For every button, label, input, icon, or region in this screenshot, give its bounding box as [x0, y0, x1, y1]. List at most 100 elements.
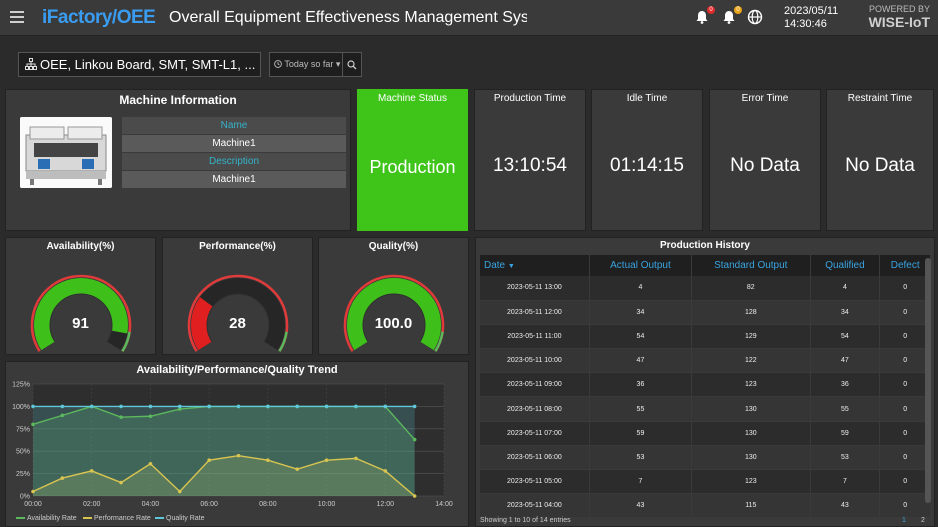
data-point[interactable]: [236, 404, 241, 409]
error-time-card: Error Time No Data: [709, 89, 821, 231]
data-point[interactable]: [177, 407, 182, 411]
data-point[interactable]: [119, 415, 123, 419]
table-cell: 129: [691, 324, 811, 350]
legend-availability[interactable]: Availability Rate: [16, 515, 77, 522]
data-point[interactable]: [383, 469, 388, 473]
col-date[interactable]: Date ▼: [480, 255, 590, 276]
data-point[interactable]: [412, 437, 417, 442]
quality-gauge-panel: Quality(%) 100.0: [318, 237, 469, 355]
data-point[interactable]: [383, 404, 388, 409]
hierarchy-selector[interactable]: OEE, Linkou Board, SMT, SMT-L1, ...: [18, 52, 261, 77]
data-point[interactable]: [295, 404, 300, 409]
series-area: [33, 406, 415, 496]
data-point[interactable]: [89, 404, 94, 409]
sort-desc-icon: ▼: [507, 263, 515, 270]
data-point[interactable]: [60, 476, 65, 480]
alert-badge: 0: [734, 6, 742, 14]
table-cell: 0: [879, 276, 931, 301]
page-1-link[interactable]: 1: [902, 517, 906, 524]
data-point[interactable]: [148, 404, 153, 409]
data-point[interactable]: [119, 404, 123, 409]
x-tick-label: 00:00: [24, 501, 42, 508]
idle-time-card: Idle Time 01:14:15: [591, 89, 703, 231]
restraint-time-card: Restraint Time No Data: [826, 89, 934, 231]
data-point[interactable]: [31, 489, 35, 494]
availability-gauge-title: Availability(%): [46, 241, 115, 252]
production-time-value: 13:10:54: [493, 155, 567, 176]
table-cell: 82: [691, 276, 811, 301]
page-2-link[interactable]: 2: [921, 517, 925, 524]
y-tick-label: 75%: [16, 426, 30, 433]
data-point[interactable]: [89, 469, 94, 473]
gauge-outer-ring-green: [278, 331, 288, 352]
series-line: [32, 454, 416, 497]
x-tick-label: 02:00: [83, 501, 101, 508]
data-point[interactable]: [119, 480, 123, 485]
table-cell: 43: [589, 493, 693, 519]
bell-icon[interactable]: 0: [694, 6, 715, 25]
machine-info-panel: Machine Information Name Machine1 Descri…: [5, 89, 351, 231]
data-point[interactable]: [236, 453, 241, 458]
time-range-dropdown[interactable]: Today so far ▾: [269, 52, 343, 77]
table-row: 2023-05-11 11:00 54 129 54 0: [480, 324, 931, 350]
col-standard-output[interactable]: Standard Output: [691, 255, 811, 276]
col-defect[interactable]: Defect: [879, 255, 931, 276]
legend-quality[interactable]: Quality Rate: [155, 515, 205, 522]
trend-title: Availability/Performance/Quality Trend: [136, 364, 338, 376]
table-cell: 2023-05-11 04:00: [480, 493, 590, 519]
table-cell: 36: [589, 372, 693, 398]
data-point[interactable]: [177, 404, 182, 409]
production-history-title: Production History: [659, 240, 750, 251]
data-point[interactable]: [354, 404, 358, 409]
hierarchy-path: OEE, Linkou Board, SMT, SMT-L1, ...: [40, 57, 256, 72]
table-cell: 36: [810, 372, 881, 398]
data-point[interactable]: [31, 422, 35, 427]
idle-time-title: Idle Time: [626, 93, 668, 104]
data-point[interactable]: [412, 404, 417, 409]
performance-gauge-panel: Performance(%) 28: [162, 237, 313, 355]
gauge-outer-ring-green: [121, 331, 131, 352]
data-point[interactable]: [148, 414, 153, 419]
table-cell: 59: [810, 421, 881, 446]
col-actual-output[interactable]: Actual Output: [589, 255, 693, 276]
data-point[interactable]: [266, 404, 270, 409]
data-point[interactable]: [412, 494, 417, 498]
table-row: 2023-05-11 04:00 43 115 43 0: [480, 493, 931, 519]
notification-badge: 0: [707, 6, 715, 14]
alert-bell-icon[interactable]: 0: [721, 6, 742, 25]
legend-performance[interactable]: Performance Rate: [83, 515, 151, 522]
data-point[interactable]: [324, 458, 329, 462]
data-point[interactable]: [207, 404, 211, 409]
col-qualified[interactable]: Qualified: [810, 255, 881, 276]
data-point[interactable]: [354, 456, 358, 461]
datetime: 2023/05/11 14:30:46: [784, 5, 838, 31]
data-point[interactable]: [266, 458, 270, 462]
search-button[interactable]: [342, 52, 362, 77]
table-scrollbar[interactable]: [925, 258, 931, 503]
data-point[interactable]: [31, 404, 35, 409]
table-row: 2023-05-11 09:00 36 123 36 0: [480, 372, 931, 398]
menu-icon[interactable]: [10, 11, 24, 23]
table-cell: 4: [589, 276, 693, 301]
table-cell: 0: [879, 300, 931, 325]
data-point[interactable]: [295, 467, 300, 471]
table-cell: 2023-05-11 09:00: [480, 372, 590, 398]
data-point[interactable]: [60, 404, 65, 409]
table-cell: 130: [691, 396, 811, 422]
data-point[interactable]: [148, 461, 153, 466]
table-cell: 2023-05-11 12:00: [480, 300, 590, 325]
data-point[interactable]: [324, 404, 329, 409]
table-row: 2023-05-11 07:00 59 130 59 0: [480, 421, 931, 446]
data-point[interactable]: [177, 489, 182, 494]
availability-gauge: [30, 274, 132, 352]
data-point[interactable]: [60, 413, 65, 418]
app-title: Overall Equipment Effectiveness Manageme…: [169, 9, 527, 26]
machine-info-table: Name Machine1 Description Machine1: [122, 117, 346, 189]
data-point[interactable]: [207, 458, 211, 462]
gauge-outer-ring: [30, 274, 132, 352]
table-cell: 2023-05-11 11:00: [480, 324, 590, 350]
machine-info-title: Machine Information: [119, 93, 237, 107]
y-tick-label: 0%: [20, 494, 30, 501]
globe-icon[interactable]: [747, 9, 763, 25]
production-history-panel: Production History Date ▼ Actual Output …: [475, 237, 935, 527]
